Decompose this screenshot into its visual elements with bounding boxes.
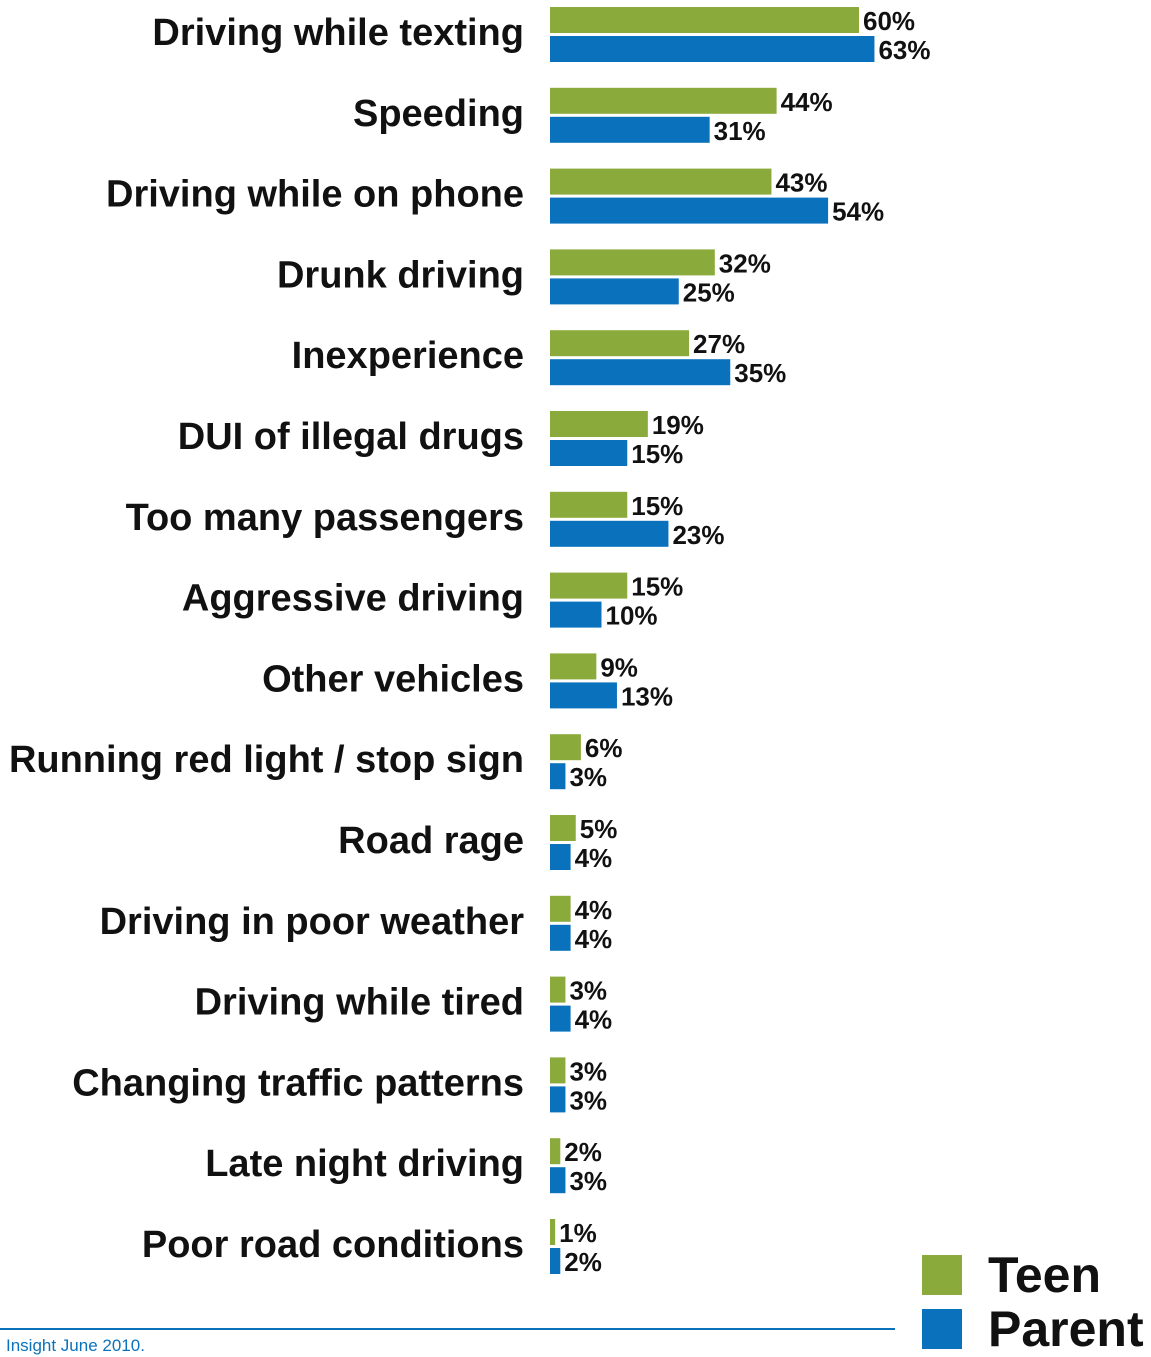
category-label-inexperience: Inexperience	[292, 335, 524, 377]
bar-parent-driving-in-poor-weather	[550, 924, 571, 951]
value-label-parent-aggressive-driving: 10%	[606, 601, 658, 631]
value-label-parent-speeding: 31%	[714, 116, 766, 146]
category-label-other-vehicles: Other vehicles	[262, 658, 524, 700]
value-label-teen-running-red-light-stop-sign: 6%	[585, 733, 623, 763]
category-label-drunk-driving: Drunk driving	[277, 254, 524, 296]
value-label-teen-poor-road-conditions: 1%	[559, 1218, 597, 1248]
legend: Teen Parent	[922, 1248, 1144, 1356]
bar-chart: Driving while texting 60%63% Speeding 44% 31…	[9, 6, 931, 1277]
value-label-parent-driving-while-texting: 63%	[878, 35, 930, 65]
value-label-parent-late-night-driving: 3%	[569, 1166, 607, 1196]
category-label-changing-traffic-patterns: Changing traffic patterns	[72, 1062, 524, 1104]
bar-parent-dui-of-illegal-drugs	[550, 440, 628, 466]
category-label-driving-while-tired: Driving while tired	[195, 982, 524, 1024]
value-label-teen-late-night-driving: 2%	[564, 1137, 602, 1167]
value-label-teen-driving-while-tired: 3%	[569, 976, 607, 1006]
category-label-driving-in-poor-weather: Driving in poor weather	[100, 901, 525, 943]
value-label-parent-running-red-light-stop-sign: 3%	[569, 762, 607, 792]
category-label-poor-road-conditions: Poor road conditions	[142, 1224, 524, 1266]
value-label-parent-road-rage: 4%	[575, 843, 613, 873]
category-label-speeding: Speeding	[353, 93, 524, 135]
value-label-teen-dui-of-illegal-drugs: 19%	[652, 410, 704, 440]
category-label-running-red-light-stop-sign: Running red light / stop sign	[9, 739, 524, 781]
legend-item-parent: Parent	[922, 1302, 1144, 1356]
value-label-parent-driving-while-tired: 4%	[575, 1005, 613, 1035]
bar-teen-dui-of-illegal-drugs	[550, 411, 648, 437]
value-label-teen-driving-while-texting: 60%	[863, 6, 915, 36]
bar-teen-drunk-driving	[550, 249, 715, 276]
value-label-parent-too-many-passengers: 23%	[672, 520, 724, 550]
bar-teen-running-red-light-stop-sign	[550, 734, 581, 761]
value-label-teen-driving-while-on-phone: 43%	[775, 168, 827, 198]
bar-parent-driving-while-texting	[550, 36, 875, 62]
bar-teen-changing-traffic-patterns	[550, 1057, 566, 1084]
value-label-teen-road-rage: 5%	[580, 814, 618, 844]
category-label-road-rage: Road rage	[338, 820, 524, 862]
bar-parent-inexperience	[550, 359, 731, 386]
bar-parent-driving-while-tired	[550, 1005, 571, 1032]
value-label-teen-changing-traffic-patterns: 3%	[569, 1056, 607, 1086]
legend-swatch-parent	[922, 1309, 962, 1349]
value-label-teen-speeding: 44%	[781, 87, 833, 117]
bar-parent-other-vehicles	[550, 682, 617, 709]
bar-teen-driving-while-tired	[550, 976, 566, 1003]
bar-teen-late-night-driving	[550, 1138, 561, 1165]
category-label-late-night-driving: Late night driving	[205, 1143, 524, 1185]
category-label-aggressive-driving: Aggressive driving	[182, 578, 524, 620]
bar-parent-aggressive-driving	[550, 601, 602, 628]
bar-teen-inexperience	[550, 330, 690, 357]
bar-teen-other-vehicles	[550, 653, 597, 680]
legend-swatch-teen	[922, 1255, 962, 1295]
bar-teen-speeding	[550, 87, 777, 114]
value-label-teen-other-vehicles: 9%	[600, 652, 638, 682]
bar-parent-late-night-driving	[550, 1167, 566, 1194]
value-label-parent-other-vehicles: 13%	[621, 681, 673, 711]
bar-parent-drunk-driving	[550, 278, 679, 305]
bar-teen-road-rage	[550, 815, 576, 841]
footer-note: Insight June 2010.	[6, 1336, 145, 1355]
bar-parent-road-rage	[550, 844, 571, 870]
bar-parent-running-red-light-stop-sign	[550, 763, 566, 790]
category-label-too-many-passengers: Too many passengers	[126, 497, 524, 539]
bar-parent-changing-traffic-patterns	[550, 1086, 566, 1113]
category-label-driving-while-on-phone: Driving while on phone	[106, 174, 524, 216]
value-label-parent-inexperience: 35%	[734, 358, 786, 388]
legend-item-teen: Teen	[922, 1248, 1144, 1302]
footer-divider	[0, 1328, 895, 1330]
value-label-teen-driving-in-poor-weather: 4%	[575, 895, 613, 925]
bar-teen-poor-road-conditions	[550, 1219, 556, 1245]
value-label-parent-poor-road-conditions: 2%	[564, 1247, 602, 1277]
value-label-teen-aggressive-driving: 15%	[631, 572, 683, 602]
bar-teen-aggressive-driving	[550, 572, 628, 599]
bar-teen-driving-while-texting	[550, 7, 859, 33]
legend-label-teen: Teen	[988, 1247, 1101, 1303]
bar-teen-driving-in-poor-weather	[550, 895, 571, 922]
bar-teen-driving-while-on-phone	[550, 168, 772, 195]
value-label-parent-dui-of-illegal-drugs: 15%	[631, 439, 683, 469]
value-label-parent-changing-traffic-patterns: 3%	[569, 1085, 607, 1115]
bar-parent-too-many-passengers	[550, 520, 669, 547]
bar-parent-poor-road-conditions	[550, 1248, 561, 1274]
value-label-teen-drunk-driving: 32%	[719, 248, 771, 278]
value-label-parent-driving-in-poor-weather: 4%	[575, 924, 613, 954]
category-label-dui-of-illegal-drugs: DUI of illegal drugs	[178, 416, 524, 458]
value-label-teen-too-many-passengers: 15%	[631, 491, 683, 521]
value-label-teen-inexperience: 27%	[693, 329, 745, 359]
category-label-driving-while-texting: Driving while texting	[152, 12, 524, 54]
bar-teen-too-many-passengers	[550, 491, 628, 518]
value-label-parent-driving-while-on-phone: 54%	[832, 197, 884, 227]
legend-label-parent: Parent	[988, 1301, 1144, 1357]
value-label-parent-drunk-driving: 25%	[683, 277, 735, 307]
bar-parent-speeding	[550, 116, 710, 143]
bar-parent-driving-while-on-phone	[550, 197, 829, 224]
